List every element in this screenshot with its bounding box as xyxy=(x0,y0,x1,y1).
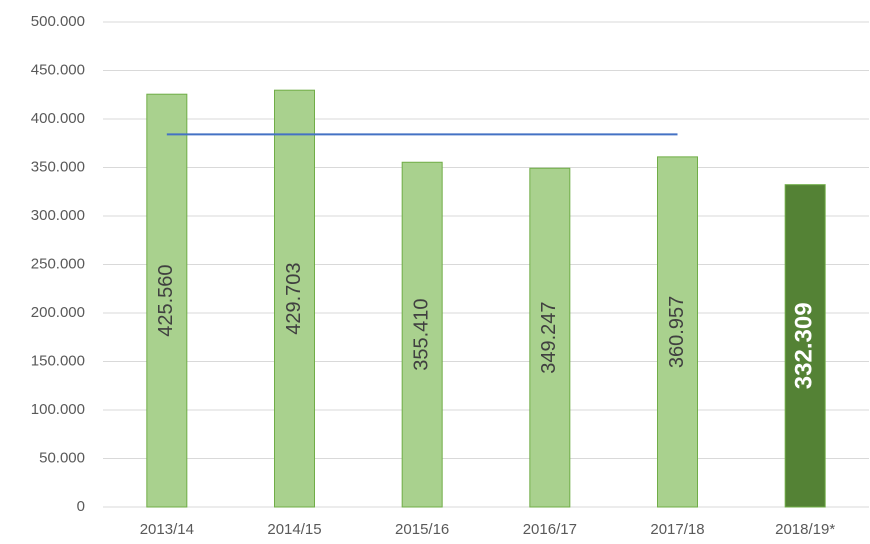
y-tick-label: 400.000 xyxy=(31,110,85,127)
x-tick-label: 2015/16 xyxy=(395,521,449,538)
x-tick-label: 2014/15 xyxy=(267,521,321,538)
y-tick-label: 250.000 xyxy=(31,255,85,272)
y-tick-label: 0 xyxy=(77,498,85,515)
y-tick-label: 350.000 xyxy=(31,158,85,175)
x-tick-label: 2017/18 xyxy=(650,521,704,538)
value-label: 429.703 xyxy=(283,262,305,334)
x-tick-label: 2018/19* xyxy=(775,521,835,538)
y-tick-label: 200.000 xyxy=(31,304,85,321)
y-tick-label: 500.000 xyxy=(31,13,85,30)
bar xyxy=(401,161,443,508)
value-label: 355.410 xyxy=(410,298,432,370)
bar xyxy=(529,167,571,508)
bar xyxy=(657,156,698,508)
y-tick-label: 300.000 xyxy=(31,207,85,224)
y-tick-label: 100.000 xyxy=(31,401,85,418)
bar xyxy=(146,93,188,508)
y-tick-label: 150.000 xyxy=(31,352,85,369)
value-label: 332.309 xyxy=(791,302,818,389)
bar xyxy=(784,184,826,508)
y-tick-label: 50.000 xyxy=(39,449,85,466)
value-label: 425.560 xyxy=(155,264,177,336)
y-tick-label: 450.000 xyxy=(31,61,85,78)
x-tick-label: 2013/14 xyxy=(140,521,194,538)
x-tick-label: 2016/17 xyxy=(523,521,577,538)
value-label: 349.247 xyxy=(538,301,560,373)
value-label: 360.957 xyxy=(666,296,688,368)
bar xyxy=(274,89,315,508)
